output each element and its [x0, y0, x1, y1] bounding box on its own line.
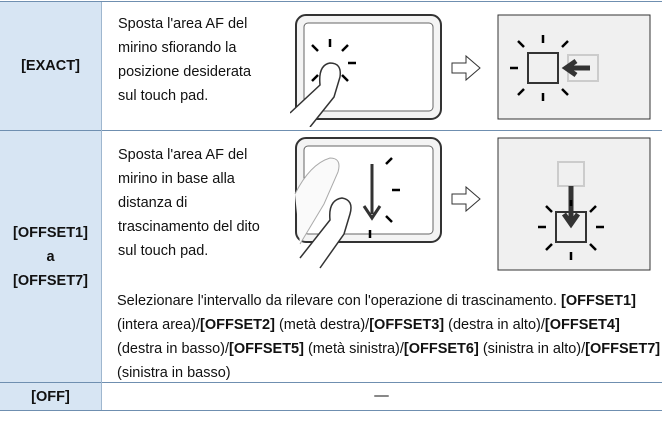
text-line: distanza di [118, 195, 188, 211]
text-line: — [374, 388, 389, 404]
row-label: [OFF] [0, 383, 101, 410]
text-line: [EXACT] [21, 58, 80, 74]
text-run: (destra in alto)/ [444, 317, 545, 333]
text-line: [OFFSET7] [13, 272, 88, 289]
illustration-exact [290, 14, 651, 127]
rule [0, 130, 662, 131]
text-run: Selezionare l'intervallo da rilevare con… [117, 293, 561, 309]
text-line: [OFFSET1] [13, 224, 88, 241]
text-run: [OFFSET7] [585, 341, 661, 357]
text-run: (metà sinistra)/ [303, 341, 404, 357]
rule [0, 410, 662, 411]
text-run: (sinistra in alto)/ [478, 341, 586, 357]
description: — [101, 383, 662, 409]
text-run: [OFFSET4] [544, 317, 620, 333]
text-line: Sposta l'area AF del [118, 16, 248, 32]
text-line: [OFF] [31, 388, 70, 405]
text-line: mirino sfiorando la [118, 40, 237, 56]
text-line: mirino in base alla [118, 171, 235, 187]
text-run: [OFFSET5] [229, 341, 304, 357]
text-run: [OFFSET2] [200, 317, 275, 333]
row-label: [EXACT] [0, 2, 101, 130]
text-run: (metà destra)/ [274, 317, 370, 333]
text-line: Sposta l'area AF del [118, 147, 248, 163]
text-run: [OFFSET3] [369, 317, 445, 333]
illustration-offset [294, 137, 651, 271]
note: Selezionare l'intervallo da rilevare con… [117, 289, 662, 385]
text-line: sul touch pad. [118, 243, 209, 259]
text-line: sul touch pad. [118, 88, 209, 104]
text-run: [OFFSET6] [403, 341, 479, 357]
rule [0, 1, 662, 2]
text-run: [OFFSET1] [561, 293, 636, 309]
text-line: trascinamento del dito [118, 219, 260, 235]
text-run: (intera area)/ [117, 317, 201, 333]
text-run: (sinistra in basso) [117, 365, 231, 381]
rule [0, 382, 662, 383]
text-line: a [46, 248, 55, 265]
text-run: (destra in basso)/ [117, 341, 230, 357]
divider [101, 2, 102, 410]
text-line: posizione desiderata [118, 64, 252, 80]
description: Sposta l'area AF del mirino in base alla d… [118, 143, 260, 263]
row-label: [OFFSET1] a [OFFSET7] [0, 131, 101, 382]
description: Sposta l'area AF del mirino sfiorando la p… [118, 12, 251, 108]
